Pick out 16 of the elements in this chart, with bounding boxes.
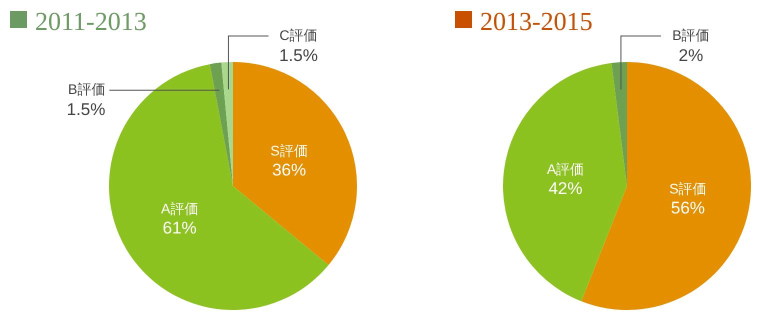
chart-title: 2013-2015: [480, 7, 593, 36]
data-label: 61%: [162, 218, 197, 238]
chart-title: 2011-2013: [35, 7, 147, 36]
slice-label: A評価: [546, 161, 584, 178]
data-label: 36%: [272, 160, 306, 180]
slice-label: A評価: [160, 200, 198, 217]
slice-label: B評価: [672, 27, 710, 43]
data-label: 42%: [548, 179, 583, 198]
slice-label: C評価: [279, 27, 318, 43]
data-label: 1.5%: [66, 100, 106, 120]
data-label: 1.5%: [279, 46, 318, 65]
slice-label: S評価: [270, 142, 308, 159]
data-label: 2%: [678, 46, 704, 65]
slice-label: S評価: [669, 180, 707, 197]
slice-label: B評価: [68, 81, 106, 98]
data-label: 56%: [670, 198, 705, 218]
